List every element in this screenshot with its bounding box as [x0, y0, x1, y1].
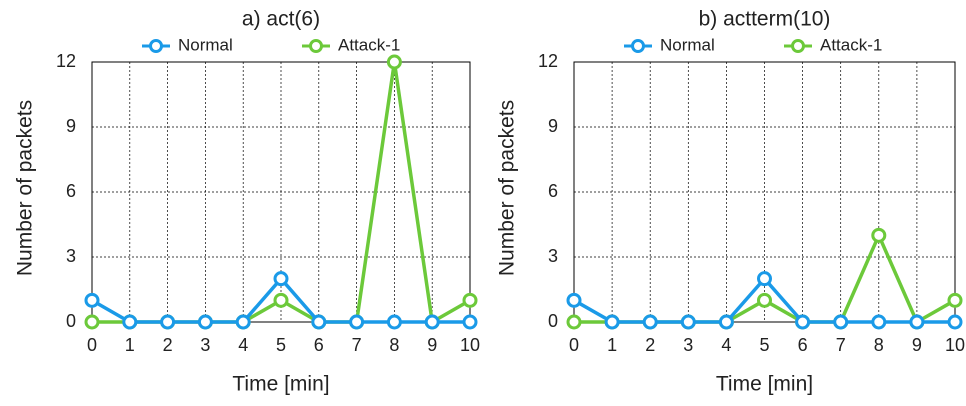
x-tick-label: 4 [721, 335, 731, 355]
legend-marker [791, 39, 805, 53]
y-tick-label: 3 [66, 246, 76, 266]
x-tick-label: 5 [276, 335, 286, 355]
data-point [795, 314, 811, 330]
legend-label: Attack-1 [820, 35, 882, 54]
legend-label: Attack-1 [338, 35, 400, 54]
data-point [311, 314, 327, 330]
y-tick-label: 9 [548, 116, 558, 136]
y-tick-label: 9 [66, 116, 76, 136]
legend-label: Normal [660, 35, 715, 54]
data-point [757, 292, 772, 308]
data-point [566, 314, 582, 330]
x-tick-label: 2 [163, 335, 173, 355]
x-tick-label: 9 [427, 335, 437, 355]
data-point [462, 292, 478, 308]
data-point [871, 227, 887, 243]
chart-title: b) actterm(10) [699, 8, 831, 31]
data-point [273, 292, 289, 308]
legend-marker [149, 39, 163, 53]
data-point [947, 292, 963, 308]
x-tick-label: 3 [200, 335, 210, 355]
y-axis-label: Number of packets [14, 100, 37, 276]
x-tick-label: 7 [352, 335, 362, 355]
x-tick-label: 3 [683, 335, 693, 355]
x-tick-label: 5 [759, 335, 769, 355]
y-tick-label: 3 [548, 246, 558, 266]
x-tick-label: 1 [607, 335, 617, 355]
x-tick-label: 8 [389, 335, 399, 355]
data-point [386, 54, 402, 70]
data-point [424, 314, 440, 330]
x-axis-label: Time [min] [716, 373, 813, 396]
data-point [197, 314, 213, 330]
x-axis-label: Time [min] [232, 373, 329, 396]
data-point [122, 314, 138, 330]
x-tick-label: 10 [945, 335, 965, 355]
x-tick-label: 0 [87, 335, 97, 355]
data-point [833, 314, 849, 330]
y-tick-label: 12 [56, 51, 76, 71]
data-point [386, 314, 402, 330]
data-point [909, 314, 925, 330]
x-tick-label: 9 [912, 335, 922, 355]
y-tick-label: 0 [548, 311, 558, 331]
data-point [84, 292, 100, 308]
x-tick-label: 8 [874, 335, 884, 355]
x-tick-label: 4 [238, 335, 248, 355]
data-point [757, 271, 772, 287]
data-point [642, 314, 658, 330]
data-point [566, 292, 582, 308]
y-tick-label: 6 [66, 181, 76, 201]
y-tick-label: 0 [66, 311, 76, 331]
data-point [84, 314, 100, 330]
x-tick-label: 10 [460, 335, 480, 355]
data-point [718, 314, 734, 330]
x-tick-label: 1 [125, 335, 135, 355]
legend-marker [631, 39, 645, 53]
data-point [680, 314, 696, 330]
y-tick-label: 6 [548, 181, 558, 201]
x-tick-label: 0 [569, 335, 579, 355]
data-point [947, 314, 963, 330]
data-point [462, 314, 478, 330]
data-point [349, 314, 365, 330]
legend-marker [309, 39, 323, 53]
data-point [604, 314, 620, 330]
y-axis-label: Number of packets [496, 100, 519, 276]
x-tick-label: 6 [798, 335, 808, 355]
data-point [273, 271, 289, 287]
data-point [160, 314, 176, 330]
data-point [235, 314, 251, 330]
x-tick-label: 6 [314, 335, 324, 355]
chart-title: a) act(6) [242, 8, 320, 31]
x-tick-label: 7 [836, 335, 846, 355]
legend-label: Normal [178, 35, 233, 54]
data-point [871, 314, 887, 330]
y-tick-label: 12 [538, 51, 558, 71]
x-tick-label: 2 [645, 335, 655, 355]
